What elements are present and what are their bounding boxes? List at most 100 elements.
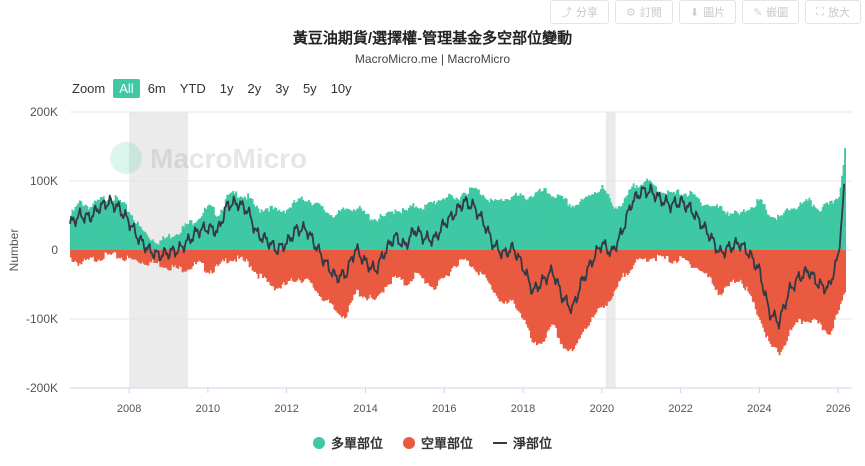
legend-item-short[interactable]: 空單部位	[402, 433, 473, 452]
long-bar	[396, 211, 398, 250]
short-bar	[349, 250, 352, 303]
fullscreen-button[interactable]: ⛶ 放大	[805, 0, 861, 24]
long-bar	[348, 209, 351, 250]
short-bar	[141, 250, 144, 262]
legend-item-net[interactable]: 淨部位	[493, 433, 552, 452]
net-position-line	[69, 183, 845, 330]
short-bar	[329, 250, 331, 303]
short-bar	[739, 250, 742, 280]
short-bar	[613, 250, 616, 292]
long-bar	[512, 196, 515, 250]
long-bar	[544, 188, 547, 250]
short-bar	[463, 250, 465, 260]
zoom-6m-button[interactable]: 6m	[147, 81, 166, 96]
short-bar	[775, 250, 778, 348]
legend-item-long[interactable]: 多單部位	[312, 433, 383, 452]
short-bar	[117, 250, 120, 258]
short-bar	[527, 250, 529, 328]
short-bar	[693, 250, 696, 268]
short-bar	[705, 250, 708, 273]
long-bar	[678, 194, 681, 250]
short-bar	[594, 250, 596, 315]
short-bar	[201, 250, 203, 263]
short-bar	[546, 250, 549, 332]
short-bar	[110, 250, 113, 255]
long-bar	[540, 191, 543, 250]
long-bar	[732, 213, 735, 250]
chart-subtitle: MacroMicro.me | MacroMicro	[354, 52, 511, 66]
long-bar	[661, 193, 663, 250]
zoom-all-button[interactable]: All	[113, 79, 140, 98]
long-bar	[686, 196, 689, 250]
long-bar	[498, 199, 501, 250]
short-bar	[83, 250, 86, 259]
short-bar	[123, 250, 126, 262]
short-bar	[180, 250, 183, 268]
long-bar	[534, 192, 537, 250]
share-button[interactable]: ⤴ 分享	[549, 0, 609, 24]
long-bar	[424, 204, 427, 250]
embed-button[interactable]: ✎ 嵌圖	[742, 0, 800, 24]
short-bar	[448, 250, 451, 277]
short-bar	[95, 250, 98, 262]
long-bar	[716, 204, 718, 250]
long-bar	[778, 216, 781, 250]
short-bar	[169, 250, 172, 271]
zoom-5y-button[interactable]: 5y	[302, 81, 317, 96]
long-bar	[349, 210, 352, 250]
short-bar	[485, 250, 488, 278]
download-image-button[interactable]: ⬇ 圖片	[678, 0, 737, 24]
long-bar	[391, 211, 394, 250]
long-bar	[790, 208, 793, 250]
x-tick-label-9: 2026	[826, 403, 850, 415]
long-bar	[431, 202, 434, 250]
long-bar	[814, 207, 817, 250]
long-bar	[376, 221, 379, 250]
zoom-10y-button[interactable]: 10y	[330, 81, 352, 96]
short-bar	[145, 250, 148, 265]
short-bar	[403, 250, 406, 286]
long-bar	[95, 201, 98, 250]
short-bar	[119, 250, 122, 259]
short-bar	[396, 250, 398, 279]
short-bar	[96, 250, 99, 261]
short-bar	[596, 250, 599, 309]
long-bar	[561, 195, 564, 250]
short-bar	[267, 250, 270, 282]
short-bar	[273, 250, 276, 291]
x-tick-label-6: 2020	[590, 403, 614, 415]
zoom-2y-button[interactable]: 2y	[247, 81, 262, 96]
short-bar	[763, 250, 766, 332]
long-bar	[530, 195, 532, 250]
short-bar	[537, 250, 540, 344]
short-bar	[461, 250, 464, 260]
long-bar	[233, 193, 236, 250]
long-bar	[531, 197, 534, 250]
long-bar	[668, 191, 671, 250]
long-bar	[102, 196, 105, 250]
long-bar	[543, 187, 546, 250]
long-bar	[663, 193, 666, 250]
subscribe-button[interactable]: ⚙ 訂閱	[614, 0, 673, 24]
long-bar	[358, 205, 361, 250]
short-bar	[725, 250, 727, 287]
long-bar	[474, 187, 477, 250]
short-bar	[74, 250, 77, 261]
zoom-3y-button[interactable]: 3y	[275, 81, 289, 96]
short-bar	[473, 250, 476, 270]
short-bar	[209, 250, 212, 271]
short-bar	[430, 250, 433, 287]
short-bar	[497, 250, 500, 299]
short-bar	[701, 250, 704, 272]
zoom-ytd-button[interactable]: YTD	[179, 81, 206, 96]
long-bar	[470, 187, 473, 250]
long-bar	[771, 217, 774, 250]
short-bar	[99, 250, 102, 262]
short-bar	[780, 250, 782, 352]
zoom-1y-button[interactable]: 1y	[219, 81, 234, 96]
short-bar	[528, 250, 531, 331]
short-bar	[515, 250, 518, 309]
long-bar	[738, 214, 741, 250]
long-bar	[750, 207, 753, 250]
long-bar	[351, 211, 354, 250]
